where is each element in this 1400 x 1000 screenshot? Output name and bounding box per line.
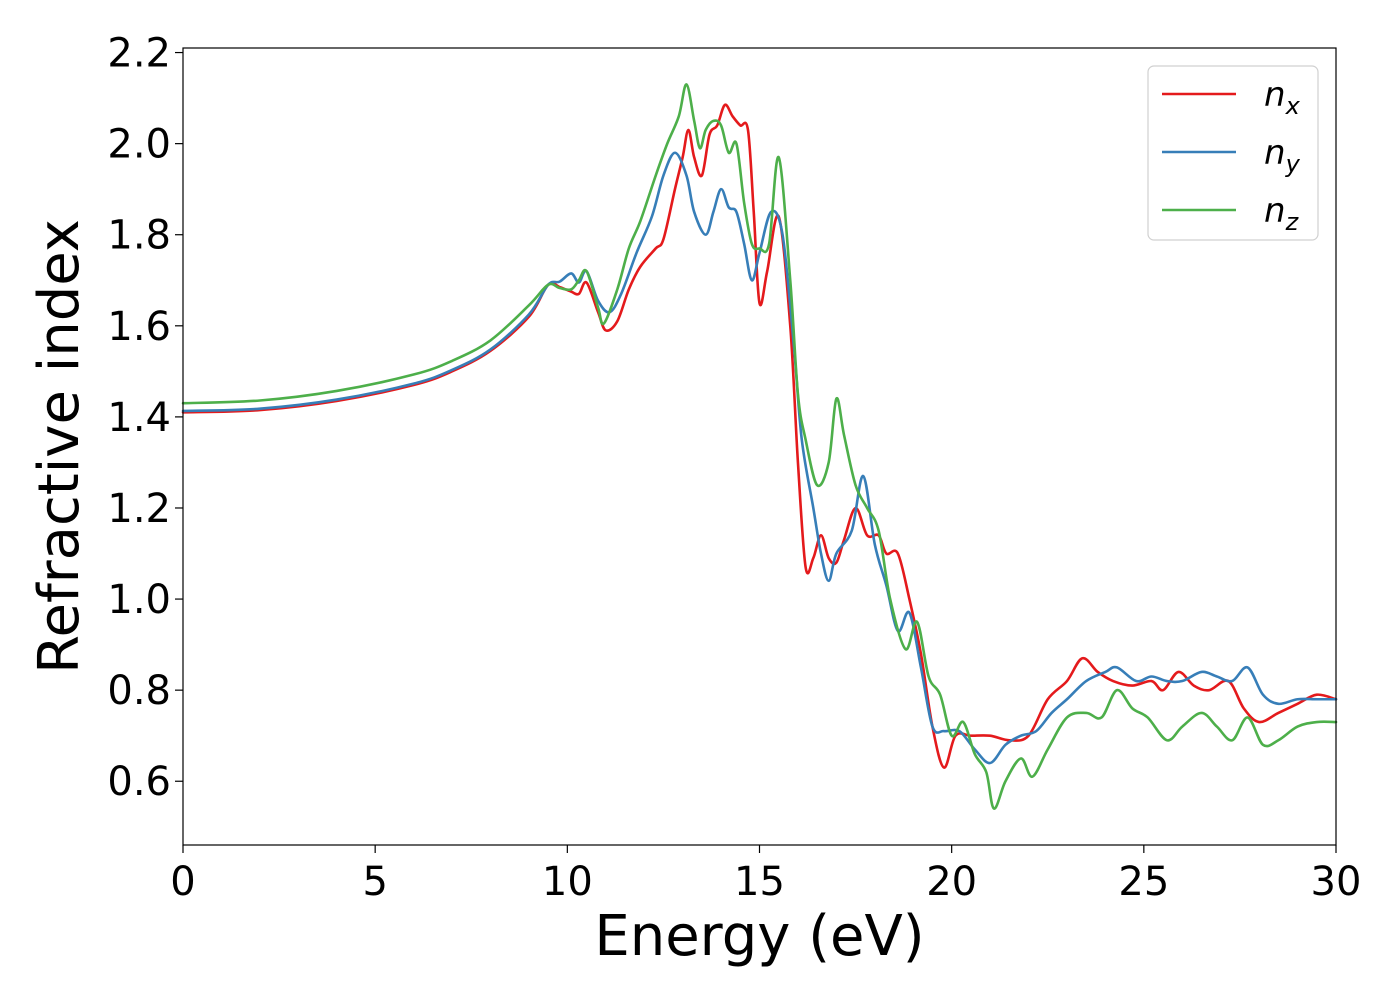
y-tick-label: 0.8	[107, 668, 171, 714]
y-tick-label: 2.0	[107, 122, 171, 168]
series-line-nz	[181, 83, 1338, 810]
y-tick-label: 1.6	[107, 304, 171, 350]
x-axis-ticks: 0 5 10 15 20 25 30	[170, 845, 1361, 905]
plot-lines	[181, 83, 1338, 810]
x-tick-label: 20	[926, 859, 977, 905]
series-line-ny	[181, 151, 1338, 765]
y-tick-label: 1.4	[107, 395, 171, 441]
legend-label-nz: nz	[1264, 191, 1300, 236]
legend-label-nx: nx	[1264, 75, 1301, 120]
y-tick-label: 0.6	[107, 759, 171, 805]
y-axis-title: Refractive index	[27, 219, 92, 674]
y-tick-label: 2.2	[107, 31, 171, 77]
y-tick-label: 1.2	[107, 486, 171, 532]
x-tick-label: 30	[1311, 859, 1362, 905]
x-axis-title: Energy (eV)	[594, 904, 924, 969]
y-tick-label: 1.0	[107, 577, 171, 623]
legend-label-ny: ny	[1264, 133, 1301, 178]
x-tick-label: 0	[170, 859, 195, 905]
legend: nx ny nz	[1147, 65, 1319, 241]
y-tick-label: 1.8	[107, 213, 171, 259]
y-axis-ticks: 0.6 0.8 1.0 1.2 1.4 1.6 1.8 2.0 2.2	[107, 31, 183, 805]
x-tick-label: 10	[542, 859, 593, 905]
x-tick-label: 5	[362, 859, 387, 905]
x-tick-label: 25	[1118, 859, 1169, 905]
x-tick-label: 15	[734, 859, 785, 905]
